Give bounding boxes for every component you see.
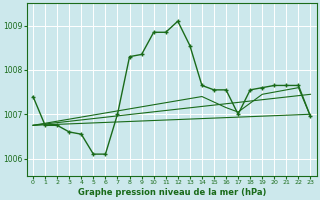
X-axis label: Graphe pression niveau de la mer (hPa): Graphe pression niveau de la mer (hPa)	[77, 188, 266, 197]
